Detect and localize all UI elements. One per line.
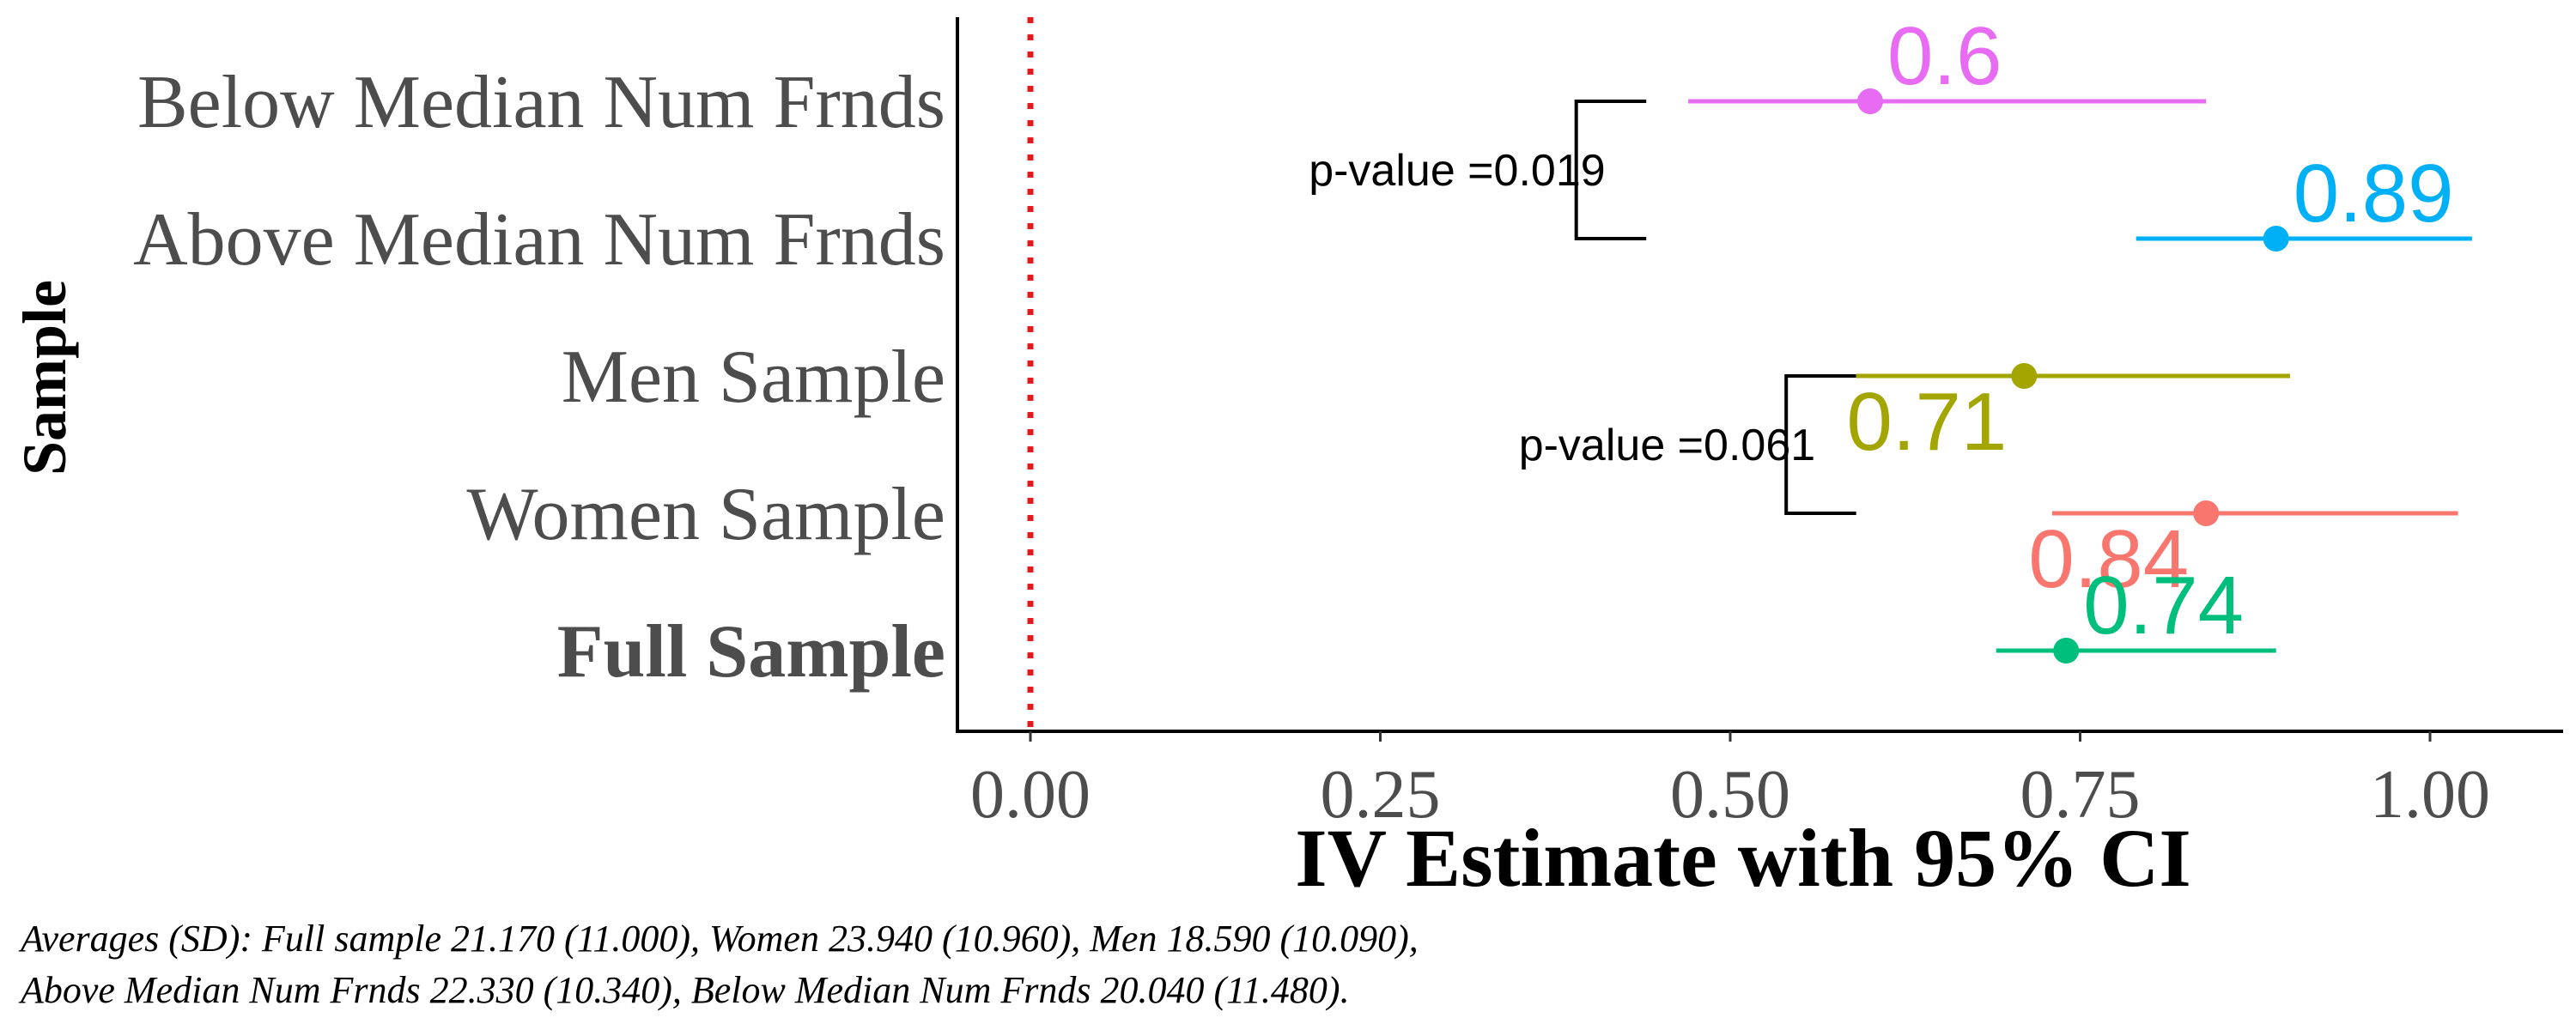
value-label: 0.89 (2293, 148, 2454, 239)
y-category-label: Below Median Num Frnds (137, 61, 945, 144)
footnote-line-1: Averages (SD): Full sample 21.170 (11.00… (21, 918, 1419, 960)
point-estimate (2053, 638, 2080, 663)
point-estimate (2011, 363, 2038, 389)
value-label: 0.71 (1846, 376, 2007, 468)
p-value-label: p-value =0.061 (1519, 421, 1816, 470)
y-category-label: Full Sample (557, 610, 945, 694)
x-tick-label: 1.00 (2370, 757, 2490, 833)
value-label: 0.84 (2028, 513, 2189, 605)
y-category-label: Women Sample (467, 473, 945, 556)
y-category-label: Above Median Num Frnds (133, 198, 945, 282)
value-label: 0.6 (1887, 10, 2002, 102)
value-label: 0.74 (2083, 560, 2244, 651)
x-axis-title: IV Estimate with 95% CI (1295, 812, 2191, 904)
footnote-line-2: Above Median Num Frnds 22.330 (10.340), … (21, 969, 1350, 1011)
x-tick-label: 0.75 (2020, 757, 2141, 833)
p-value-label: p-value =0.019 (1309, 146, 1606, 196)
y-axis-title: Sample (10, 280, 79, 476)
y-category-label: Men Sample (562, 336, 945, 419)
x-tick-label: 0.00 (970, 757, 1091, 833)
point-estimate (2193, 500, 2220, 526)
x-tick-label: 0.25 (1321, 757, 1441, 833)
x-tick-label: 0.50 (1670, 757, 1790, 833)
point-estimate (1857, 88, 1883, 114)
point-estimate (2263, 226, 2289, 251)
significance-bracket (1574, 100, 1647, 240)
significance-bracket (1784, 374, 1856, 515)
